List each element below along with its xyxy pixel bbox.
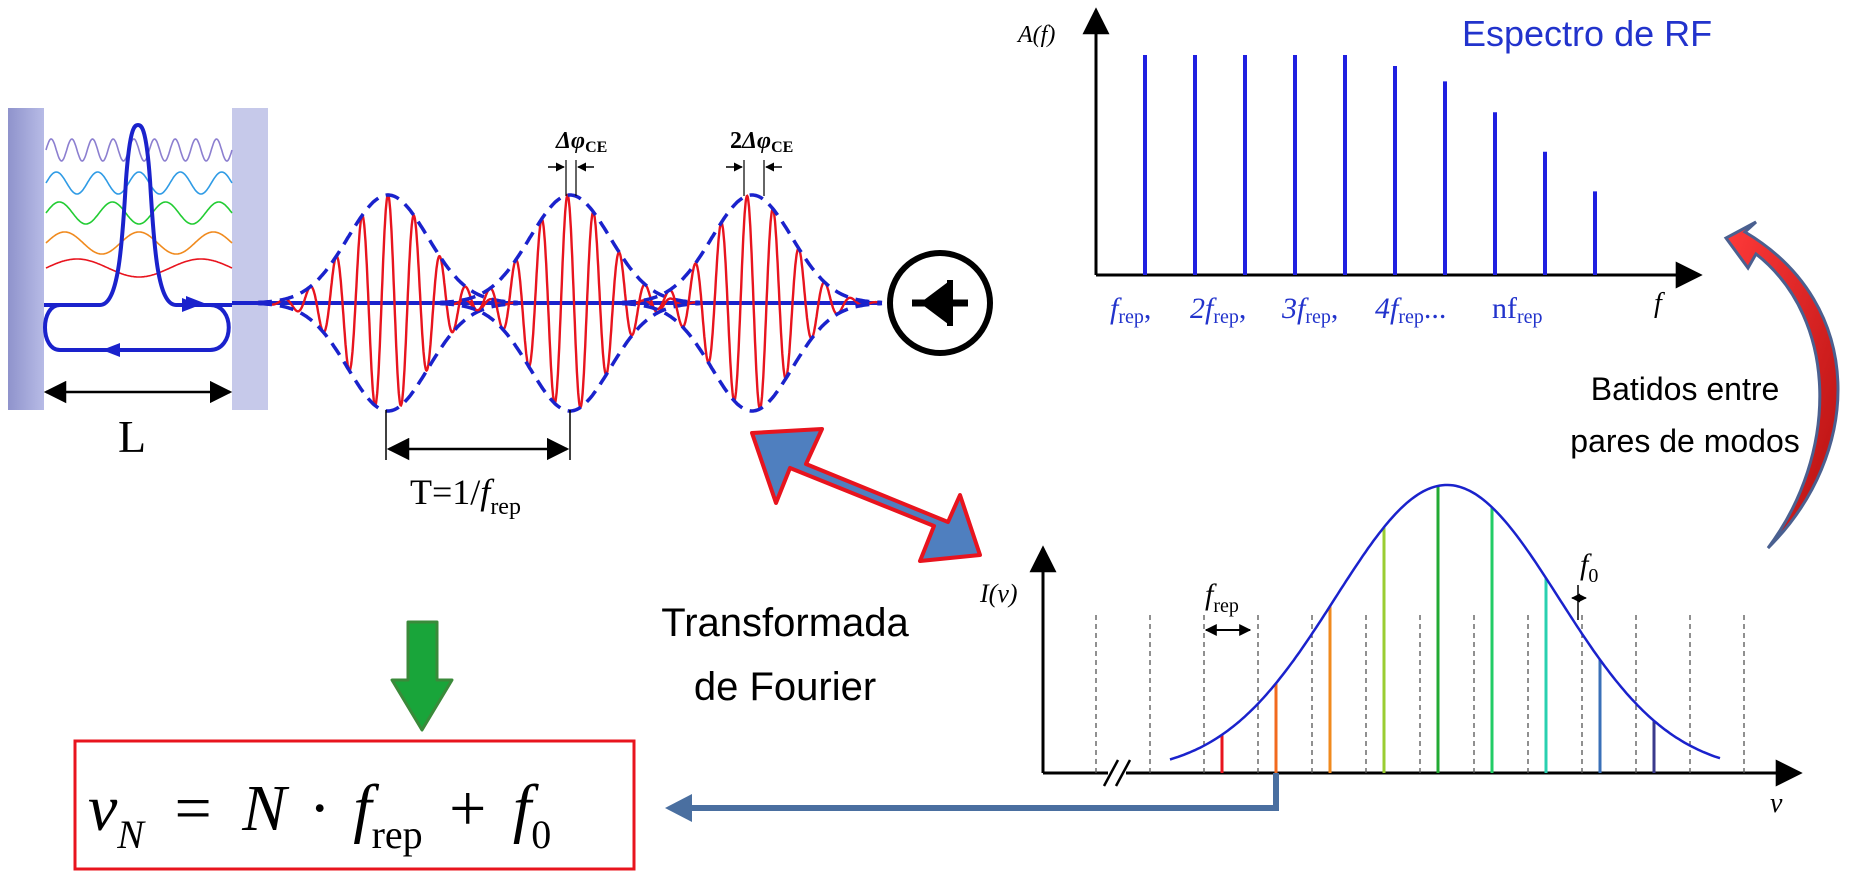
rf-tick-label-3: 3frep,	[1281, 292, 1338, 328]
pulse-envelope-upper-2	[439, 193, 701, 305]
cavity-intracavity-pulse	[44, 122, 232, 307]
cavity-length-label: L	[118, 411, 146, 462]
pulse-envelope-upper-3	[621, 193, 883, 305]
pulse-3	[621, 193, 883, 413]
rf-tick-label-1: frep,	[1110, 292, 1151, 328]
beat-label-line2: pares de modos	[1570, 423, 1799, 459]
fourier-label-line1: Transformada	[661, 601, 909, 645]
phase-label-2: 2ΔφCE	[730, 128, 793, 156]
rf-tick-label-n: nfrep	[1492, 292, 1543, 328]
cavity-mode-5	[45, 258, 233, 278]
optical-envelope-curve	[1169, 483, 1721, 761]
left-mirror	[8, 108, 44, 410]
pulse-carrier-1	[257, 192, 519, 408]
period-label: T=1/frep	[410, 472, 521, 520]
cavity-modes	[45, 138, 233, 278]
spacing-label: frep	[1205, 578, 1239, 617]
pulse-envelope-lower-1	[257, 301, 519, 413]
optical-spectrum-chart: I(v) v frep f0	[979, 483, 1803, 819]
optical-x-axis-label: v	[1770, 788, 1783, 819]
rf-spectrum-title: Espectro de RF	[1462, 13, 1712, 54]
cavity-roundtrip-loop	[43, 303, 231, 352]
pulse-envelope-lower-3	[621, 301, 883, 413]
optical-mode-grid	[1095, 615, 1745, 773]
fourier-double-arrow	[750, 427, 982, 563]
feedback-arrow	[665, 773, 1279, 822]
right-mirror	[232, 108, 268, 410]
cavity-mode-4	[45, 231, 233, 255]
offset-label: f0	[1580, 548, 1598, 587]
beat-curved-arrow	[1723, 220, 1840, 550]
down-arrow	[390, 620, 454, 732]
rf-tick-label-2: 2frep,	[1190, 292, 1246, 328]
cavity-mode-3	[45, 201, 233, 225]
rf-tick-labels: frep, 2frep, 3frep, 4frep... nfrep	[1110, 292, 1543, 328]
rf-x-axis-label: f	[1654, 288, 1665, 319]
pulse-envelope-upper-1	[257, 193, 519, 305]
fourier-label-line2: de Fourier	[694, 665, 876, 709]
beat-label-line1: Batidos entre	[1591, 371, 1780, 407]
cavity-mode-1	[45, 138, 233, 162]
cavity-mode-2	[45, 171, 233, 195]
axis-break-icon	[1102, 759, 1132, 787]
laser-cavity: L	[8, 108, 268, 462]
formula-box	[73, 739, 636, 871]
formula: νN = N · frep + f0	[88, 772, 551, 863]
rf-tick-label-4: 4frep...	[1375, 292, 1446, 328]
pulse-train: T=1/frep ΔφCE 2ΔφCE	[186, 128, 883, 520]
pulse-envelope-lower-2	[439, 301, 701, 413]
optical-y-axis-label: I(v)	[979, 579, 1018, 608]
rf-y-axis-label: A(f)	[1016, 22, 1055, 48]
optical-comb-lines	[1220, 485, 1656, 773]
rf-spectrum-chart: A(f) f Espectro de RF frep, 2frep, 3frep…	[1016, 7, 1712, 328]
photodiode-icon	[887, 250, 993, 356]
rf-spectral-lines	[1143, 55, 1597, 275]
phase-label-1: ΔφCE	[555, 128, 607, 156]
